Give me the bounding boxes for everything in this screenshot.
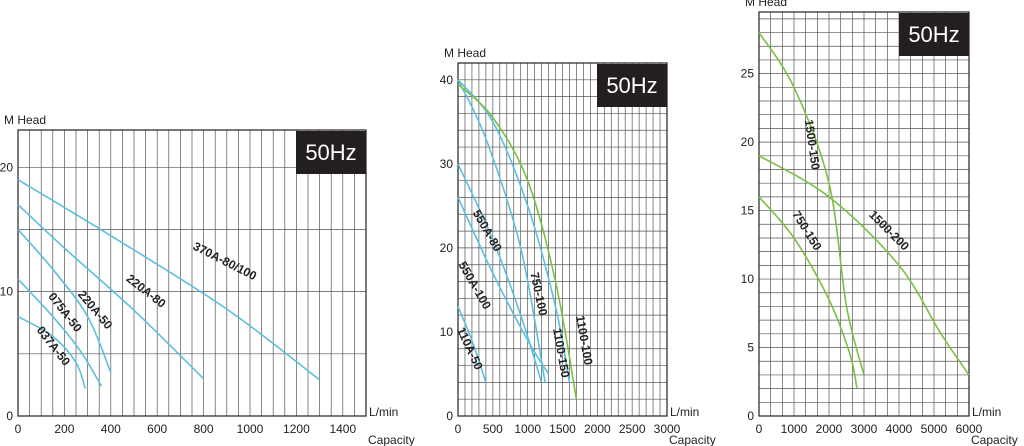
x-axis-unit: L/min xyxy=(369,405,398,419)
curve-label: 1500-200 xyxy=(866,208,912,254)
x-tick-label: 1000 xyxy=(237,422,264,436)
y-axis-label: M Head xyxy=(444,46,486,60)
x-tick-label: 4000 xyxy=(886,422,913,436)
x-tick-label: 3000 xyxy=(654,422,681,436)
frequency-badge xyxy=(296,131,366,174)
curve-label: 750-150 xyxy=(789,208,824,253)
frequency-badge-text: 50Hz xyxy=(305,140,356,165)
curve-label: 1500-150 xyxy=(802,119,823,171)
curve-750-100 xyxy=(457,79,546,383)
chart-3: 0 1000 2000 3000 4000 5000 6000 0 5 10 15 20 25 M Hea… xyxy=(741,0,1018,446)
y-tick-label: 30 xyxy=(440,157,454,171)
curve-label: 037A-50 xyxy=(34,323,74,368)
plot-frame xyxy=(758,11,970,417)
y-tick-label: 20 xyxy=(440,241,454,255)
frequency-badge-text: 50Hz xyxy=(606,73,657,98)
grid xyxy=(759,12,969,416)
x-tick-label: 1500 xyxy=(549,422,576,436)
y-tick-label: 0 xyxy=(6,409,13,423)
x-tick-label: 2500 xyxy=(619,422,646,436)
x-axis-unit: L/min xyxy=(670,405,699,419)
curve-550a-100 xyxy=(457,197,550,375)
x-axis-label: Capacity xyxy=(368,433,415,446)
y-tick-label: 0 xyxy=(747,409,754,423)
y-tick-label: 5 xyxy=(747,341,754,355)
y-axis-label: M Head xyxy=(745,0,787,9)
x-tick-label: 1400 xyxy=(329,422,356,436)
y-tick-label: 10 xyxy=(440,325,454,339)
curve-220a-80 xyxy=(17,204,205,380)
x-tick-label: 0 xyxy=(15,422,22,436)
curve-1500-200 xyxy=(758,155,970,376)
x-tick-label: 1000 xyxy=(781,422,808,436)
x-tick-label: 5000 xyxy=(921,422,948,436)
curve-075a-50 xyxy=(17,278,103,387)
curve-370a-80-100 xyxy=(17,179,321,381)
curve-label: 550A-100 xyxy=(455,259,494,312)
x-tick-label: 0 xyxy=(756,422,763,436)
x-axis-label: Capacity xyxy=(669,433,716,446)
curve-550a-80 xyxy=(457,163,543,383)
y-tick-label: 10 xyxy=(741,272,755,286)
y-tick-label: 25 xyxy=(741,67,755,81)
plot-frame xyxy=(457,62,668,417)
x-tick-label: 2000 xyxy=(584,422,611,436)
curve-1500-150 xyxy=(758,32,865,376)
x-tick-label: 400 xyxy=(101,422,121,436)
x-tick-label: 1000 xyxy=(514,422,541,436)
grid xyxy=(18,130,366,416)
curve-750-150 xyxy=(758,196,858,389)
curve-label: 220A-80 xyxy=(124,271,169,311)
y-tick-label: 15 xyxy=(741,204,755,218)
x-tick-label: 0 xyxy=(455,422,462,436)
y-tick-label: 40 xyxy=(440,73,454,87)
x-axis-label: Capacity xyxy=(971,433,1018,446)
y-tick-label: 20 xyxy=(741,135,755,149)
frequency-badge-text: 50Hz xyxy=(908,22,959,47)
frequency-badge xyxy=(597,64,667,107)
plot-frame xyxy=(17,129,367,417)
curve-1100-150 xyxy=(457,79,571,383)
x-tick-label: 600 xyxy=(147,422,167,436)
x-tick-label: 800 xyxy=(194,422,214,436)
chart-1: 0 200 400 600 800 1000 1200 1400 0 10 20 M Head L/mi… xyxy=(0,113,415,446)
x-axis-unit: L/min xyxy=(972,405,1001,419)
y-tick-label: 10 xyxy=(0,285,13,299)
x-tick-label: 200 xyxy=(54,422,74,436)
curve-220a-50 xyxy=(17,228,112,373)
chart-2: 0 500 1000 1500 2000 2500 3000 0 10 20 30 40 M Head L… xyxy=(440,46,716,446)
x-tick-label: 2000 xyxy=(816,422,843,436)
curve-110a-50 xyxy=(457,306,487,383)
x-tick-label: 1200 xyxy=(283,422,310,436)
y-tick-label: 0 xyxy=(446,409,453,423)
curve-label: 370A-80/100 xyxy=(191,239,259,283)
frequency-badge xyxy=(899,13,969,56)
x-tick-label: 500 xyxy=(483,422,503,436)
curve-1100-100 xyxy=(457,83,578,400)
y-tick-label: 20 xyxy=(0,160,13,174)
x-tick-label: 6000 xyxy=(956,422,983,436)
y-axis-label: M Head xyxy=(4,113,46,127)
curve-037a-50 xyxy=(17,315,87,389)
x-tick-label: 3000 xyxy=(851,422,878,436)
